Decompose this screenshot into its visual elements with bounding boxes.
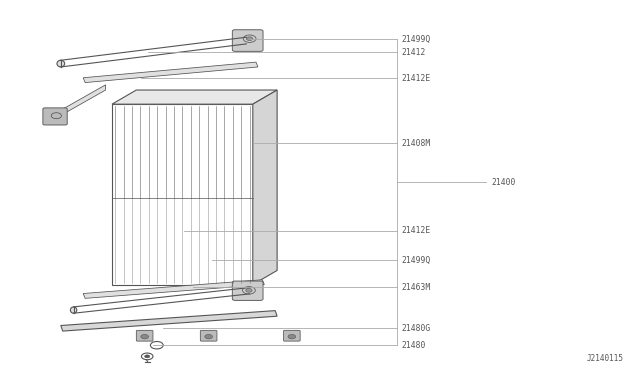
Text: 21499Q: 21499Q (402, 35, 431, 44)
Text: 21480: 21480 (402, 341, 426, 350)
Circle shape (246, 37, 253, 41)
Text: J2140115: J2140115 (587, 354, 624, 363)
Text: 21400: 21400 (492, 178, 516, 187)
FancyBboxPatch shape (136, 330, 153, 341)
Ellipse shape (57, 60, 65, 67)
Polygon shape (54, 85, 106, 119)
Text: 21412E: 21412E (402, 226, 431, 235)
FancyBboxPatch shape (232, 281, 263, 301)
FancyBboxPatch shape (200, 330, 217, 341)
Polygon shape (253, 90, 277, 285)
FancyBboxPatch shape (284, 330, 300, 341)
Text: 21463M: 21463M (402, 283, 431, 292)
Text: 21412E: 21412E (402, 74, 431, 83)
FancyBboxPatch shape (232, 30, 263, 51)
Circle shape (145, 355, 150, 358)
Circle shape (288, 334, 296, 339)
FancyBboxPatch shape (43, 108, 67, 125)
Polygon shape (112, 90, 277, 104)
Circle shape (246, 289, 252, 292)
Polygon shape (83, 280, 264, 298)
Circle shape (141, 334, 148, 339)
Text: 21412: 21412 (402, 48, 426, 57)
Polygon shape (61, 311, 277, 331)
Ellipse shape (70, 307, 77, 313)
Text: 21480G: 21480G (402, 324, 431, 333)
Text: 21408M: 21408M (402, 139, 431, 148)
Circle shape (205, 334, 212, 339)
Text: 21499Q: 21499Q (402, 256, 431, 265)
Polygon shape (83, 62, 258, 83)
